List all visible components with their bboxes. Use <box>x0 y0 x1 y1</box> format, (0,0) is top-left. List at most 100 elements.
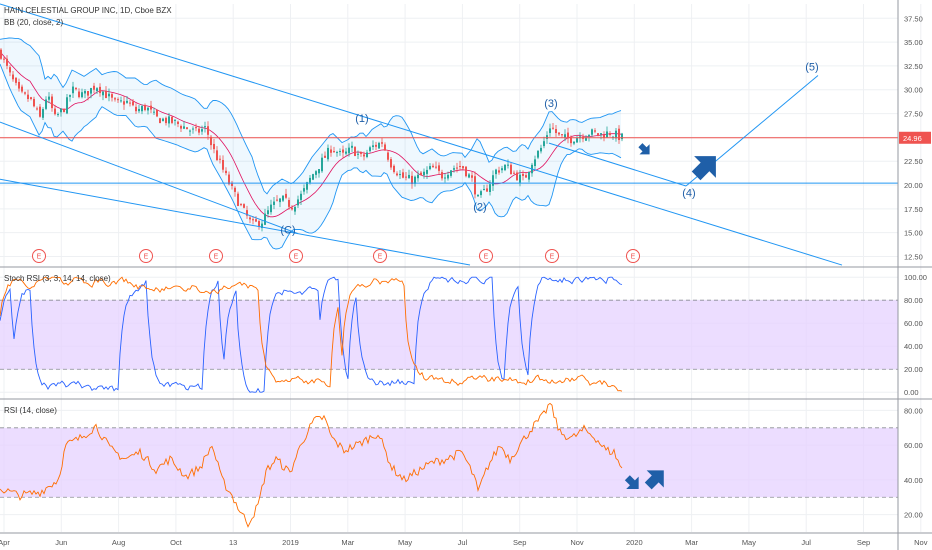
candle-body <box>495 169 497 175</box>
rsi-label: RSI (14, close) <box>4 406 57 415</box>
candle-body <box>96 88 98 92</box>
wave-label: (1) <box>355 113 368 125</box>
price-tick-label: 22.50 <box>904 157 923 166</box>
candle-body <box>270 204 272 213</box>
x-tick-label: Nov <box>570 538 584 547</box>
candle-body <box>594 130 596 132</box>
up-arrow-icon <box>691 156 716 181</box>
candle-body <box>417 174 419 179</box>
candle-body <box>141 106 143 112</box>
candle-body <box>450 170 452 176</box>
trendline <box>548 142 687 187</box>
candle-body <box>348 147 350 154</box>
price-tick-label: 27.50 <box>904 110 923 119</box>
wave-label: (4) <box>682 187 695 199</box>
candle-body <box>258 221 260 227</box>
candle-body <box>171 116 173 123</box>
candle-body <box>294 206 296 212</box>
last-price-tag <box>899 131 931 144</box>
x-tick-label: May <box>742 538 756 547</box>
candle-body <box>78 91 80 98</box>
candle-body <box>501 168 503 171</box>
candle-body <box>114 98 116 100</box>
x-tick-label: Apr <box>0 538 10 547</box>
candle-body <box>15 77 17 83</box>
candle-body <box>327 147 329 160</box>
candle-body <box>342 149 344 153</box>
candle-body <box>198 128 200 133</box>
candle-body <box>24 92 26 94</box>
rsi-band <box>0 427 898 498</box>
candle-body <box>576 137 578 143</box>
candle-body <box>291 207 293 210</box>
candle-body <box>354 147 356 157</box>
candle-body <box>204 126 206 128</box>
price-tick-label: 30.00 <box>904 86 923 95</box>
up-arrow-icon-shape <box>691 156 716 181</box>
down-arrow-icon <box>638 143 650 155</box>
candle-body <box>567 132 569 139</box>
candle-body <box>456 167 458 169</box>
candle-body <box>390 159 392 168</box>
stoch-rsi-K-line <box>0 276 623 393</box>
stoch-tick-label: 100.00 <box>904 273 927 282</box>
earnings-marker-label: E <box>550 254 555 261</box>
candle-body <box>297 199 299 206</box>
earnings-marker-label: E <box>294 254 299 261</box>
candle-body <box>363 154 365 157</box>
candle-body <box>153 111 155 113</box>
price-tick-label: 20.00 <box>904 181 923 190</box>
candle-body <box>453 168 455 170</box>
trendline <box>0 3 843 266</box>
candle-body <box>150 105 152 110</box>
candle-body <box>570 137 572 144</box>
x-tick-label: 2019 <box>282 538 299 547</box>
candle-body <box>381 142 383 144</box>
candle-body <box>189 130 191 132</box>
candle-body <box>72 86 74 94</box>
candle-body <box>237 193 239 206</box>
candle-body <box>252 219 254 221</box>
x-tick-label: Aug <box>112 538 125 547</box>
candle-body <box>210 136 212 146</box>
candle-body <box>360 152 362 154</box>
candle-body <box>249 217 251 220</box>
price-tick-label: 12.50 <box>904 252 923 261</box>
candle-body <box>108 93 110 97</box>
trendline <box>0 178 471 266</box>
earnings-marker <box>545 249 559 263</box>
candle-body <box>444 177 446 179</box>
candle-body <box>492 175 494 186</box>
candle-body <box>552 127 554 129</box>
candle-body <box>483 188 485 191</box>
candle-body <box>240 204 242 206</box>
rsi-up-arrow-icon <box>644 470 664 490</box>
candle-body <box>600 133 602 135</box>
candle-body <box>0 49 2 59</box>
candle-body <box>159 118 161 124</box>
candle-body <box>303 188 305 192</box>
candle-body <box>513 172 515 174</box>
candle-body <box>36 108 38 110</box>
candle-body <box>264 213 266 225</box>
stoch-band <box>0 300 898 370</box>
stoch-rsi-D-line <box>0 276 623 392</box>
candle-body <box>507 164 509 166</box>
candle-body <box>267 210 269 215</box>
candle-body <box>165 117 167 124</box>
x-tick-label: Sep <box>857 538 870 547</box>
candle-body <box>528 171 530 180</box>
candle-body <box>420 172 422 176</box>
candle-body <box>60 108 62 113</box>
candle-body <box>255 219 257 222</box>
candle-body <box>369 147 371 152</box>
candle-body <box>45 99 47 109</box>
x-tick-label: Oct <box>170 538 183 547</box>
candle-body <box>333 151 335 153</box>
earnings-marker-label: E <box>144 254 149 261</box>
candle-body <box>324 155 326 158</box>
candle-body <box>435 166 437 168</box>
candle-body <box>375 144 377 147</box>
candle-body <box>534 159 536 167</box>
